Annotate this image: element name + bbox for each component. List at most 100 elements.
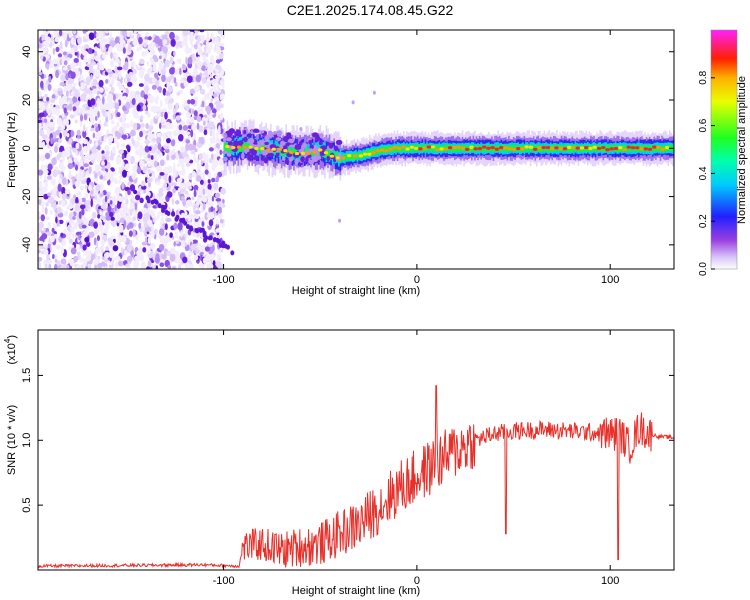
noise-cell [85,199,91,206]
noise-cell [213,79,218,84]
noise-cell [206,121,212,129]
noise-cell [111,86,115,92]
noise-cell [193,110,198,117]
noise-cell [185,56,188,65]
noise-cell [44,207,48,215]
signal-peak-cell [283,149,288,153]
noise-cell [97,262,103,269]
signal-peak-cell [329,154,335,158]
signal-peak-cell [260,146,265,151]
noise-cell [61,177,67,186]
noise-cell [201,77,207,84]
noise-cell [101,108,107,115]
noise-cell [87,250,92,256]
noise-cell [114,102,120,111]
noise-cell [142,130,146,137]
noise-cell [124,163,131,170]
noise-cell [221,84,225,89]
noise-cell [171,181,177,186]
noise-cell [104,51,108,55]
noise-cell [58,138,62,143]
noise-cell [188,250,192,258]
noise-cell [70,71,76,79]
noise-cell [146,198,151,204]
noise-cell [197,243,202,251]
noise-cell [116,240,121,249]
noise-cell [104,102,111,111]
noise-cell [172,130,179,137]
noise-cell [92,211,97,219]
y-tick-label: 0.5 [21,497,33,512]
noise-cell [219,52,224,60]
noise-cell [168,156,172,161]
noise-cell [202,188,206,196]
noise-cell [201,221,205,227]
noise-cell [89,139,93,144]
noise-cell [105,121,109,128]
noise-cell [179,229,183,238]
noise-cell [186,75,193,83]
noise-cell [120,247,124,253]
noise-cell [153,228,158,235]
noise-cell [126,244,133,252]
noise-cell [212,159,219,168]
signal-peak-cell [618,145,623,150]
noise-cell [54,253,58,260]
x-tick-label: -100 [213,274,235,286]
noise-cell [60,247,65,254]
noise-cell [121,161,125,167]
noise-cell [133,222,137,228]
noise-cell [147,43,153,51]
noise-cell [104,195,108,203]
noise-cell [164,223,168,231]
noise-cell [99,245,105,250]
noise-cell [94,177,98,184]
noise-cell [42,169,49,175]
noise-cell [147,154,151,159]
noise-cell [109,200,113,205]
signal-peak-cell [426,145,432,149]
noise-cell [182,198,186,207]
signal-burst-cell [294,158,299,166]
noise-cell [98,224,104,233]
noise-cell [43,227,46,232]
noise-cell [38,249,41,254]
noise-cell [92,132,96,139]
noise-cell [110,78,115,85]
noise-cell [196,115,202,123]
signal-band-cell [345,153,348,160]
noise-cell [85,80,90,86]
noise-cell [100,204,107,210]
noise-cell [115,156,122,165]
noise-cell [126,123,131,129]
signal-peak-cell [656,145,661,149]
noise-cell [190,98,196,105]
noise-cell [132,216,137,221]
noise-cell [185,139,191,144]
noise-cell [118,126,124,134]
noise-cell [159,262,165,268]
noise-cell [91,61,96,66]
noise-cell [172,167,177,176]
noise-cell [60,199,66,207]
noise-cell [153,160,158,168]
noise-cell [84,251,89,256]
noise-cell [148,181,151,188]
noise-cell [208,157,213,164]
signal-peak-cell [575,146,580,150]
noise-cell [214,101,220,106]
noise-cell [72,67,79,72]
noise-cell [81,208,85,216]
noise-cell [133,208,136,215]
noise-cell [192,239,198,244]
noise-cell [110,235,116,240]
noise-cell [180,78,185,84]
noise-cell [85,241,91,247]
noise-cell [99,174,104,180]
noise-cell [163,145,170,150]
noise-cell [191,43,194,48]
noise-cell [89,127,95,132]
noise-cell [151,212,156,219]
noise-cell [73,157,79,163]
noise-cell [166,165,173,174]
